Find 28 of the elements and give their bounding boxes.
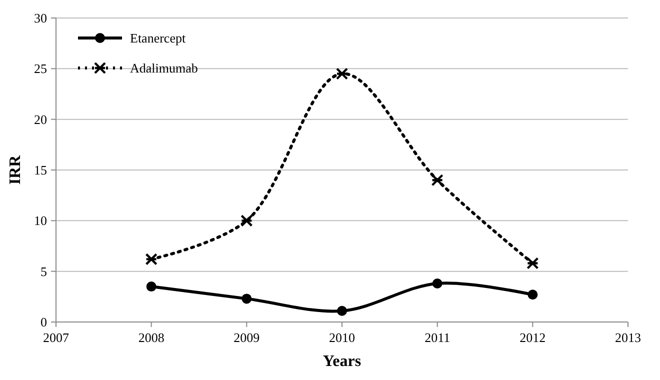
y-tick-label: 25: [34, 61, 47, 76]
y-tick-label: 10: [34, 213, 47, 228]
point: [240, 214, 253, 227]
y-tick-label: 15: [34, 162, 47, 178]
y-axis-title: IRR: [7, 154, 24, 185]
point: [242, 294, 252, 304]
x-tick-label: 2008: [138, 330, 164, 345]
legend-label: Etanercept: [130, 30, 186, 46]
point: [431, 174, 444, 186]
y-tick-label: 0: [40, 314, 47, 330]
point: [146, 282, 156, 292]
point: [337, 306, 347, 316]
point: [145, 253, 158, 266]
legend-label: Adalimumab: [130, 60, 198, 76]
x-tick-label: 2010: [329, 330, 355, 345]
y-tick-label: 20: [34, 112, 47, 127]
x-tick-label: 2012: [520, 330, 546, 345]
y-tick-label: 30: [34, 10, 47, 26]
x-tick-label: 2011: [424, 330, 450, 345]
x-tick-label: 2013: [615, 330, 641, 345]
y-tick-label: 5: [40, 264, 47, 279]
point: [336, 68, 348, 80]
x-axis-title: Years: [322, 353, 362, 370]
point: [432, 278, 442, 288]
x-tick-label: 2007: [43, 330, 70, 345]
point: [526, 257, 539, 270]
x-tick-label: 2009: [234, 330, 260, 345]
point: [528, 290, 538, 300]
